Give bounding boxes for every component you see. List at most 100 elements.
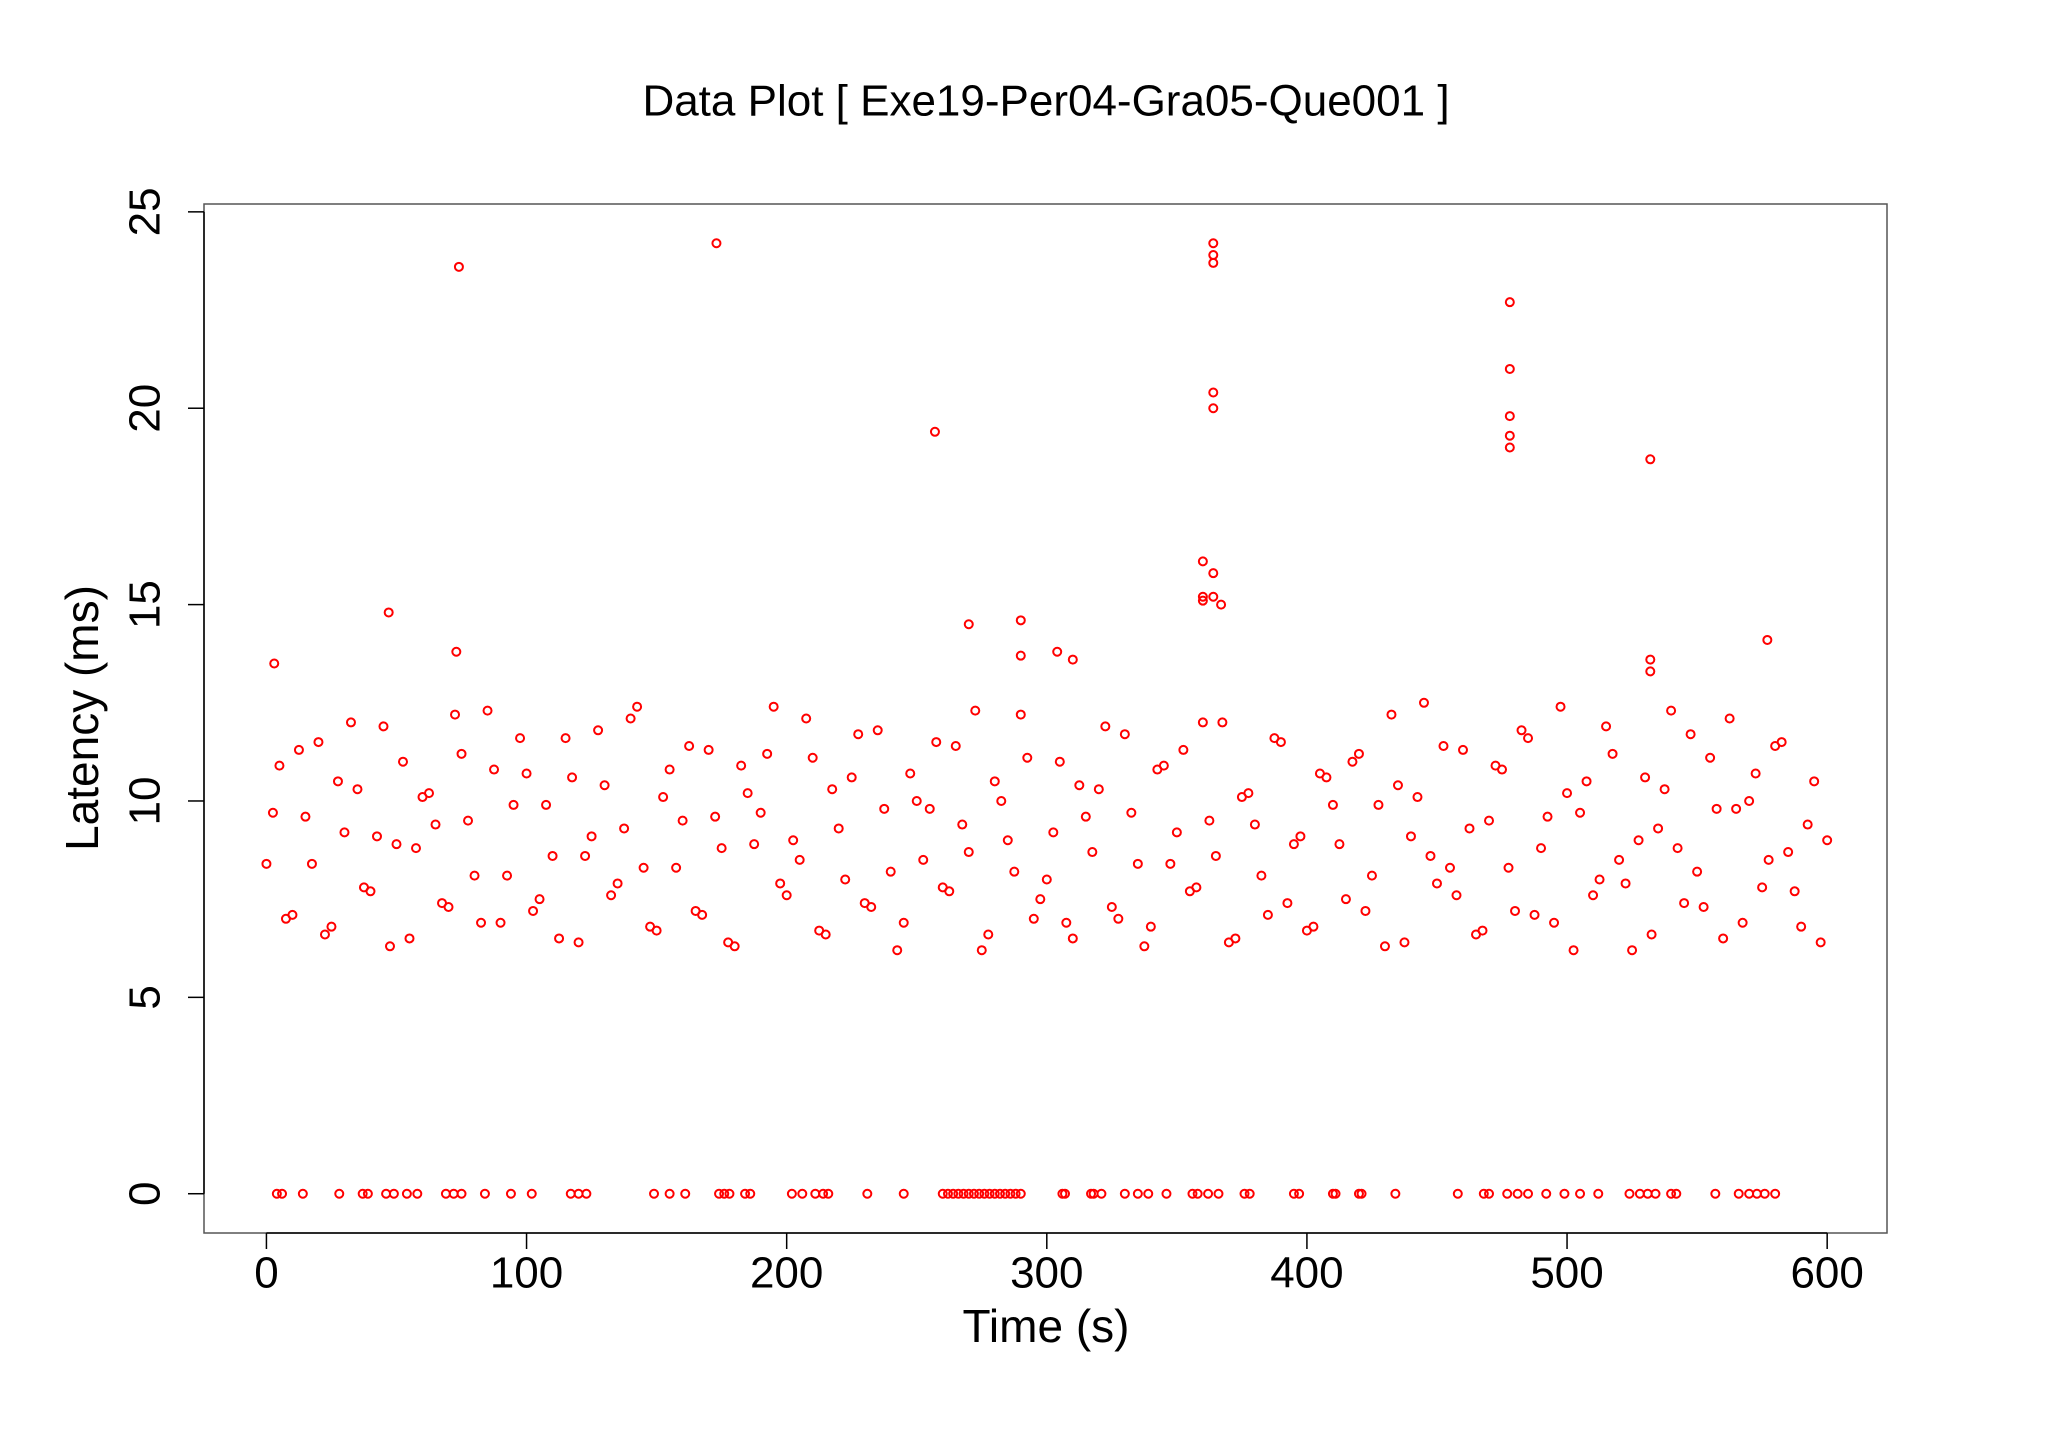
point <box>781 890 792 901</box>
point <box>1620 878 1631 889</box>
point <box>1672 843 1683 854</box>
point <box>862 1188 873 1199</box>
point <box>599 780 610 791</box>
point <box>768 701 779 712</box>
point <box>1759 1188 1770 1199</box>
point <box>983 929 994 940</box>
point <box>358 882 369 893</box>
point <box>383 607 394 618</box>
point <box>1178 744 1189 755</box>
point <box>306 858 317 869</box>
point <box>1645 666 1656 677</box>
point <box>271 1188 282 1199</box>
point <box>1503 862 1514 873</box>
point <box>1204 815 1215 826</box>
y-tick-label: 25 <box>121 187 170 236</box>
point <box>1308 921 1319 932</box>
point <box>1213 1188 1224 1199</box>
point <box>586 831 597 842</box>
point <box>1399 937 1410 948</box>
point <box>1208 591 1219 602</box>
point <box>942 1188 953 1199</box>
point <box>968 1188 979 1199</box>
point <box>515 733 526 744</box>
point <box>1464 823 1475 834</box>
point <box>1096 1188 1107 1199</box>
point <box>1484 815 1495 826</box>
point <box>1067 654 1078 665</box>
point <box>1762 634 1773 645</box>
point <box>1502 1188 1513 1199</box>
point <box>989 776 1000 787</box>
point <box>1757 882 1768 893</box>
y-tick-label: 5 <box>121 985 170 1009</box>
point <box>1191 882 1202 893</box>
chart-title: Data Plot [ Exe19-Per04-Gra05-Que001 ] <box>642 77 1449 126</box>
point <box>1139 941 1150 952</box>
point <box>1203 1188 1214 1199</box>
x-tick-label: 200 <box>750 1249 823 1298</box>
point <box>1239 1188 1250 1199</box>
point <box>970 705 981 716</box>
point <box>1536 843 1547 854</box>
point <box>658 792 669 803</box>
point <box>424 788 435 799</box>
point <box>1087 847 1098 858</box>
point <box>1452 1188 1463 1199</box>
point <box>463 815 474 826</box>
point <box>384 941 395 952</box>
point <box>300 811 311 822</box>
point <box>1562 788 1573 799</box>
point <box>649 1188 660 1199</box>
point <box>846 772 857 783</box>
point <box>1645 654 1656 665</box>
point <box>1035 894 1046 905</box>
point <box>1005 1188 1016 1199</box>
point <box>680 1188 691 1199</box>
point <box>638 862 649 873</box>
point <box>1161 1188 1172 1199</box>
point <box>823 1188 834 1199</box>
point <box>362 1188 373 1199</box>
point <box>794 854 805 865</box>
point <box>984 1188 995 1199</box>
point <box>1510 905 1521 916</box>
point <box>797 1188 808 1199</box>
point <box>1208 387 1219 398</box>
point <box>1724 713 1735 724</box>
point <box>1041 874 1052 885</box>
point <box>818 1188 829 1199</box>
point <box>807 752 818 763</box>
point <box>1555 701 1566 712</box>
point <box>573 937 584 948</box>
point <box>762 748 773 759</box>
point <box>357 1188 368 1199</box>
point <box>397 756 408 767</box>
point <box>580 850 591 861</box>
point <box>948 1188 959 1199</box>
point <box>1353 748 1364 759</box>
point <box>326 921 337 932</box>
point <box>833 823 844 834</box>
point <box>1093 784 1104 795</box>
point <box>1731 803 1742 814</box>
point <box>1379 941 1390 952</box>
point <box>710 811 721 822</box>
point <box>1294 1188 1305 1199</box>
point <box>1809 776 1820 787</box>
point <box>1653 823 1664 834</box>
point <box>1581 776 1592 787</box>
point <box>1601 721 1612 732</box>
point <box>801 713 812 724</box>
point <box>788 835 799 846</box>
point <box>1074 780 1085 791</box>
point <box>411 843 422 854</box>
point <box>1822 835 1833 846</box>
point <box>430 819 441 830</box>
point <box>1390 1188 1401 1199</box>
point <box>1208 403 1219 414</box>
point <box>1119 1188 1130 1199</box>
point <box>1119 729 1130 740</box>
point <box>1431 878 1442 889</box>
